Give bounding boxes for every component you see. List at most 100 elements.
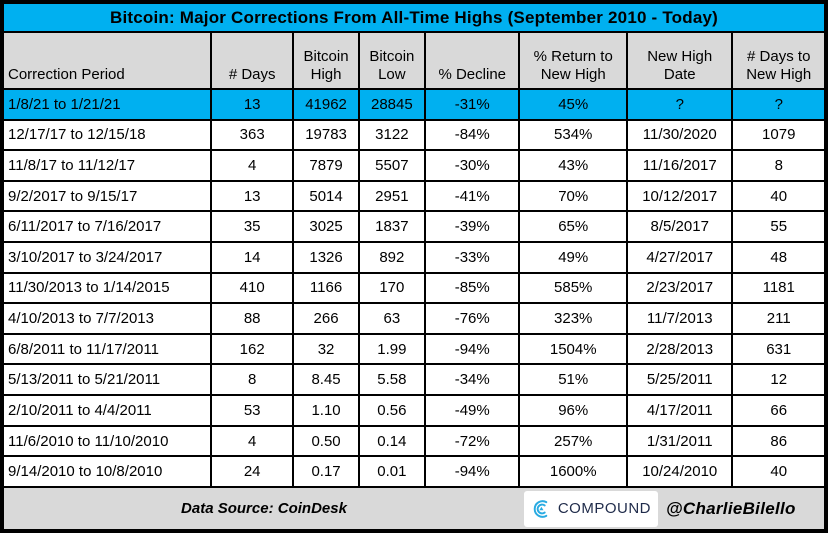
value-cell: 55 xyxy=(731,210,827,244)
value-cell: 3122 xyxy=(357,118,427,152)
correction-period-cell: 5/13/2011 to 5/21/2011 xyxy=(1,363,212,397)
value-cell: 24 xyxy=(209,455,295,488)
correction-period-cell: 11/30/2013 to 1/14/2015 xyxy=(1,271,212,305)
footer-cell: Data Source: CoinDesk COMPOUND @CharlieB… xyxy=(1,486,827,532)
col-header-days-to-new-high: # Days to New High xyxy=(731,31,827,90)
col-header-days: # Days xyxy=(209,31,295,90)
value-cell: -30% xyxy=(424,149,521,182)
table-row: 3/10/2017 to 3/24/2017 14 1326 892 -33% 49% 4/… xyxy=(1,241,827,274)
value-cell: 5.58 xyxy=(357,363,427,397)
value-cell: 1.10 xyxy=(292,394,360,427)
correction-period-cell: 9/2/2017 to 9/15/17 xyxy=(1,179,212,213)
value-cell: -76% xyxy=(424,302,521,335)
value-cell: 2/23/2017 xyxy=(625,271,734,305)
value-cell: 2/28/2013 xyxy=(625,332,734,366)
table-row: 4/10/2013 to 7/7/2013 88 266 63 -76% 323% 11/7… xyxy=(1,302,827,335)
value-cell: 1600% xyxy=(518,455,628,488)
value-cell: 4 xyxy=(209,149,295,182)
table-row: 12/17/17 to 12/15/18 363 19783 3122 -84% 534%… xyxy=(1,118,827,152)
table-row: 2/10/2011 to 4/4/2011 53 1.10 0.56 -49% 96% 4/… xyxy=(1,394,827,427)
value-cell: 5014 xyxy=(292,179,360,213)
correction-period-cell: 9/14/2010 to 10/8/2010 xyxy=(1,455,212,488)
value-cell: 13 xyxy=(209,88,295,121)
value-cell: 4/27/2017 xyxy=(625,241,734,274)
value-cell: 11/30/2020 xyxy=(625,118,734,152)
table-body: 1/8/21 to 1/21/21 13 41962 28845 -31% 45%?? 12… xyxy=(1,88,827,488)
value-cell: 7879 xyxy=(292,149,360,182)
correction-period-cell: 6/8/2011 to 11/17/2011 xyxy=(1,332,212,366)
value-cell: 170 xyxy=(357,271,427,305)
value-cell: 13 xyxy=(209,179,295,213)
value-cell: -39% xyxy=(424,210,521,244)
table-row: 11/8/17 to 11/12/17 4 7879 5507 -30% 43% 11/16… xyxy=(1,149,827,182)
value-cell: 1.99 xyxy=(357,332,427,366)
value-cell: 4 xyxy=(209,424,295,458)
value-cell: 8 xyxy=(731,149,827,182)
compound-c-droplet-icon xyxy=(533,499,548,518)
value-cell: 5507 xyxy=(357,149,427,182)
value-cell: 0.17 xyxy=(292,455,360,488)
page-title: Bitcoin: Major Corrections From All-Time… xyxy=(1,1,827,33)
footer-row: Data Source: CoinDesk COMPOUND @CharlieB… xyxy=(1,486,827,532)
value-cell: 45% xyxy=(518,88,628,121)
table-row: 9/14/2010 to 10/8/2010 24 0.17 0.01 -94% 1600… xyxy=(1,455,827,488)
value-cell: 88 xyxy=(209,302,295,335)
value-cell: 1/31/2011 xyxy=(625,424,734,458)
value-cell: 40 xyxy=(731,455,827,488)
value-cell: 48 xyxy=(731,241,827,274)
correction-period-cell: 3/10/2017 to 3/24/2017 xyxy=(1,241,212,274)
value-cell: 363 xyxy=(209,118,295,152)
value-cell: 12 xyxy=(731,363,827,397)
table-row: 11/6/2010 to 11/10/2010 4 0.50 0.14 -72% 257%… xyxy=(1,424,827,458)
value-cell: 8 xyxy=(209,363,295,397)
value-cell: -34% xyxy=(424,363,521,397)
correction-period-cell: 11/6/2010 to 11/10/2010 xyxy=(1,424,212,458)
value-cell: 19783 xyxy=(292,118,360,152)
value-cell: 892 xyxy=(357,241,427,274)
value-cell: 11/7/2013 xyxy=(625,302,734,335)
value-cell: -85% xyxy=(424,271,521,305)
value-cell: 162 xyxy=(209,332,295,366)
data-source-label: Data Source: CoinDesk xyxy=(181,500,347,517)
value-cell: 86 xyxy=(731,424,827,458)
value-cell: -72% xyxy=(424,424,521,458)
compound-logo: COMPOUND xyxy=(524,490,658,527)
value-cell: -41% xyxy=(424,179,521,213)
value-cell: 1837 xyxy=(357,210,427,244)
value-cell: 43% xyxy=(518,149,628,182)
compound-logo-text: COMPOUND xyxy=(557,500,651,517)
col-header-bitcoin-high: Bitcoin High xyxy=(292,31,360,90)
value-cell: 51% xyxy=(518,363,628,397)
value-cell: 631 xyxy=(731,332,827,366)
value-cell: 28845 xyxy=(357,88,427,121)
col-header-return-to-new-high: % Return to New High xyxy=(518,31,628,90)
correction-period-cell: 4/10/2013 to 7/7/2013 xyxy=(1,302,212,335)
value-cell: 1079 xyxy=(731,118,827,152)
table-row: 9/2/2017 to 9/15/17 13 5014 2951 -41% 70% 10/1… xyxy=(1,179,827,213)
table-row: 6/8/2011 to 11/17/2011 162 32 1.99 -94% 1504%… xyxy=(1,332,827,366)
value-cell: 410 xyxy=(209,271,295,305)
value-cell: 323% xyxy=(518,302,628,335)
value-cell: 66 xyxy=(731,394,827,427)
value-cell: 70% xyxy=(518,179,628,213)
value-cell: -33% xyxy=(424,241,521,274)
value-cell: 8/5/2017 xyxy=(625,210,734,244)
value-cell: -84% xyxy=(424,118,521,152)
table-row: 1/8/21 to 1/21/21 13 41962 28845 -31% 45%?? xyxy=(1,88,827,121)
value-cell: -31% xyxy=(424,88,521,121)
value-cell: 1181 xyxy=(731,271,827,305)
value-cell: 35 xyxy=(209,210,295,244)
value-cell: 65% xyxy=(518,210,628,244)
value-cell: 534% xyxy=(518,118,628,152)
value-cell: 4/17/2011 xyxy=(625,394,734,427)
value-cell: 585% xyxy=(518,271,628,305)
value-cell: 32 xyxy=(292,332,360,366)
value-cell: 0.01 xyxy=(357,455,427,488)
value-cell: 10/24/2010 xyxy=(625,455,734,488)
value-cell: 8.45 xyxy=(292,363,360,397)
value-cell: 2951 xyxy=(357,179,427,213)
col-header-correction-period: Correction Period xyxy=(1,31,212,90)
correction-period-cell: 2/10/2011 to 4/4/2011 xyxy=(1,394,212,427)
